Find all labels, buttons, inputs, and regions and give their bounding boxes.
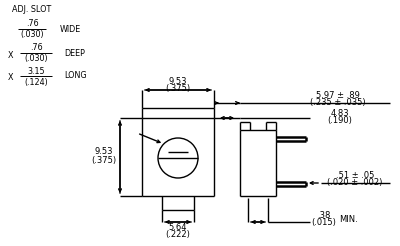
Text: (.030): (.030) — [24, 55, 48, 63]
Text: (.015): (.015) — [312, 218, 336, 228]
Text: (.020 ± .002): (.020 ± .002) — [327, 179, 383, 187]
Text: 3.15: 3.15 — [27, 66, 45, 76]
Text: (.375): (.375) — [166, 83, 190, 92]
Text: LONG: LONG — [64, 72, 87, 80]
Text: (.222): (.222) — [166, 231, 190, 240]
Text: (.124): (.124) — [24, 77, 48, 87]
Text: X: X — [8, 50, 14, 60]
Text: MIN.: MIN. — [339, 215, 357, 225]
Text: WIDE: WIDE — [60, 25, 81, 33]
Text: .51 ± .05: .51 ± .05 — [336, 171, 374, 181]
Text: ADJ. SLOT: ADJ. SLOT — [12, 5, 51, 15]
Text: 5.97 ± .89: 5.97 ± .89 — [316, 91, 360, 99]
Text: DEEP: DEEP — [64, 48, 85, 58]
Text: 5.64: 5.64 — [169, 224, 187, 232]
Text: (.235 ± .035): (.235 ± .035) — [310, 97, 366, 107]
Text: (.030): (.030) — [20, 31, 44, 40]
Text: X: X — [8, 74, 14, 82]
Text: 9.53: 9.53 — [169, 77, 187, 86]
Text: 4.83: 4.83 — [331, 108, 349, 118]
Text: (.190): (.190) — [328, 117, 352, 125]
Text: .76: .76 — [26, 19, 38, 29]
Text: 9.53: 9.53 — [95, 148, 113, 156]
Text: (.375): (.375) — [92, 156, 116, 166]
Text: .76: .76 — [30, 44, 42, 52]
Text: .38: .38 — [317, 212, 331, 220]
